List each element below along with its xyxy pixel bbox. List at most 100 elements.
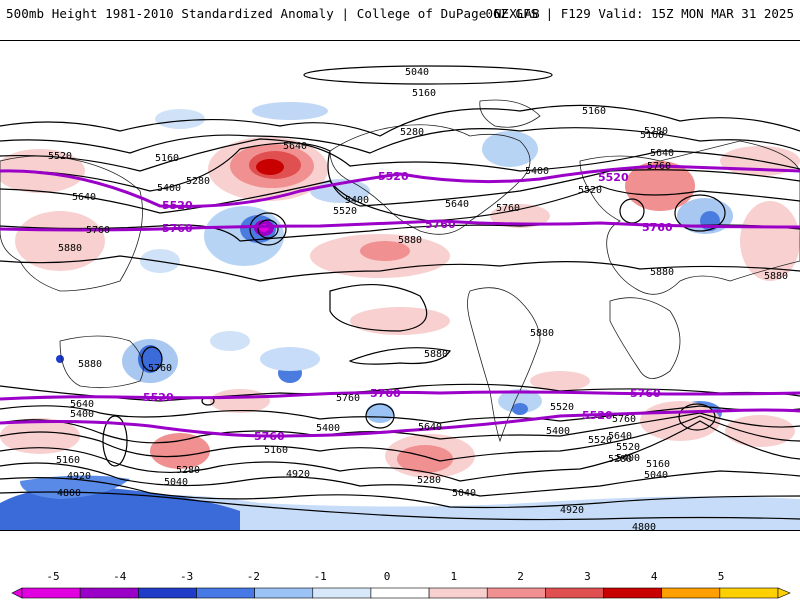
contour-label: 5400 xyxy=(157,183,181,194)
colorbar-swatch xyxy=(312,587,372,599)
contour-label: 5880 xyxy=(398,235,422,246)
contour-label: 5880 xyxy=(58,243,82,254)
colorbar-swatches xyxy=(11,587,791,599)
contour-label: 4920 xyxy=(286,469,310,480)
contour-label: 5280 xyxy=(608,454,632,465)
contour-label: 5160 xyxy=(646,459,670,470)
contour-label: 5520 xyxy=(616,442,640,453)
contour-label: 5280 xyxy=(400,127,424,138)
positive-anomaly-shading xyxy=(0,137,800,478)
colorbar-tick-label: -4 xyxy=(113,570,127,583)
reference-contours xyxy=(0,164,800,438)
contour-label: 5880 xyxy=(424,349,448,360)
header: 500mb Height 1981-2010 Standardized Anom… xyxy=(0,0,800,40)
contour-label: 5040 xyxy=(644,470,668,481)
colorbar-swatch xyxy=(138,587,197,599)
contour-label: 5400 xyxy=(70,409,94,420)
reference-contour-labels: 5520 5760 5520 5760 5520 5760 5520 5760 … xyxy=(143,170,673,443)
contour-label: 5760 xyxy=(496,203,520,214)
contour-label: 5640 xyxy=(283,141,307,152)
colorbar-tick-label: -1 xyxy=(313,570,327,583)
colorbar-swatch xyxy=(196,587,255,599)
map-title: 500mb Height 1981-2010 Standardized Anom… xyxy=(6,6,540,21)
colorbar-swatch xyxy=(21,587,81,599)
reference-label: 5760 xyxy=(642,221,673,234)
contour-label: 5760 xyxy=(148,363,172,374)
colorbar-swatch xyxy=(661,587,721,599)
world-map: 5040 5160 5160 5280 5160 5520 5640 5160 … xyxy=(0,65,800,531)
colorbar-tick-label: 4 xyxy=(650,570,658,583)
colorbar-swatch xyxy=(603,587,662,599)
contour-label: 4800 xyxy=(57,488,81,499)
contour-label: 5640 xyxy=(70,399,94,410)
contour-label: 5280 xyxy=(186,176,210,187)
contour-label: 5760 xyxy=(647,161,671,172)
contour-label: 5160 xyxy=(582,106,606,117)
contour-label: 5160 xyxy=(56,455,80,466)
colorbar-tick-label: 5 xyxy=(717,570,725,583)
colorbar-tick-label: 3 xyxy=(584,570,591,583)
colorbar-tick-label: 2 xyxy=(517,570,524,583)
contour-label: 5280 xyxy=(644,126,668,137)
colorbar-swatch xyxy=(79,587,139,599)
contour-label: 5520 xyxy=(48,151,72,162)
colorbar-right-arrow xyxy=(777,587,791,599)
contour-label: 5760 xyxy=(86,225,110,236)
contour-label: 5400 xyxy=(616,453,640,464)
contour-label: 5640 xyxy=(650,148,674,159)
contour-label: 4920 xyxy=(560,505,584,516)
contour-label: 5280 xyxy=(417,475,441,486)
colorbar-tick-label: -5 xyxy=(46,570,60,583)
model-run-info: 06Z GFS | F129 Valid: 15Z MON MAR 31 202… xyxy=(485,6,794,21)
coastlines xyxy=(0,99,800,443)
contour-label: 5640 xyxy=(608,431,632,442)
colorbar-left-arrow xyxy=(11,587,23,599)
contour-label: 5160 xyxy=(264,445,288,456)
height-contours xyxy=(0,65,800,521)
reference-label: 5520 xyxy=(598,171,629,184)
contour-label: 5040 xyxy=(164,477,188,488)
colorbar-tick-label: -2 xyxy=(246,570,261,583)
contour-label: 5760 xyxy=(612,414,636,425)
contour-label: 4920 xyxy=(67,471,91,482)
contour-label: 5160 xyxy=(412,88,436,99)
contour-label: 5400 xyxy=(525,166,549,177)
colorbar-swatch xyxy=(486,587,546,599)
contour-label: 5520 xyxy=(578,185,602,196)
contour-label: 5520 xyxy=(550,402,574,413)
reference-label: 5520 xyxy=(162,199,193,212)
colorbar-tick-label: -3 xyxy=(179,570,194,583)
contour-label: 5640 xyxy=(418,422,442,433)
reference-label: 5520 xyxy=(143,391,174,404)
colorbar-swatch xyxy=(254,587,314,599)
reference-label: 5520 xyxy=(582,409,613,422)
contour-label: 5040 xyxy=(405,67,429,78)
contour-label: 4800 xyxy=(632,522,656,531)
contour-label: 5880 xyxy=(78,359,102,370)
contour-label: 5040 xyxy=(452,488,476,499)
colorbar-swatch xyxy=(370,587,430,599)
map-panel[interactable]: 5040 5160 5160 5280 5160 5520 5640 5160 … xyxy=(0,40,800,531)
colorbar-swatch xyxy=(545,587,604,599)
contour-label: 5400 xyxy=(345,195,369,206)
colorbar-tick-label: 1 xyxy=(450,570,458,583)
colorbar: -5 -4 -3 -2 -1 0 1 2 3 4 5 xyxy=(0,570,800,600)
colorbar-swatch xyxy=(719,587,779,599)
colorbar-tick-label: 0 xyxy=(383,570,391,583)
contour-label: 5880 xyxy=(530,328,554,339)
colorbar-swatch xyxy=(428,587,488,599)
reference-label: 5760 xyxy=(162,222,193,235)
reference-label: 5760 xyxy=(425,218,456,231)
contour-label: 5640 xyxy=(72,192,96,203)
contour-label: 5160 xyxy=(640,130,664,141)
contour-label: 5880 xyxy=(764,271,788,282)
contour-label: 5760 xyxy=(336,393,360,404)
reference-label: 5760 xyxy=(254,430,285,443)
reference-label: 5760 xyxy=(370,387,401,400)
contour-labels: 5040 5160 5160 5280 5160 5520 5640 5160 … xyxy=(48,67,788,531)
reference-label: 5520 xyxy=(378,170,409,183)
contour-label: 5400 xyxy=(316,423,340,434)
reference-label: 5760 xyxy=(630,387,661,400)
contour-label: 5520 xyxy=(333,206,357,217)
contour-label: 5280 xyxy=(176,465,200,476)
